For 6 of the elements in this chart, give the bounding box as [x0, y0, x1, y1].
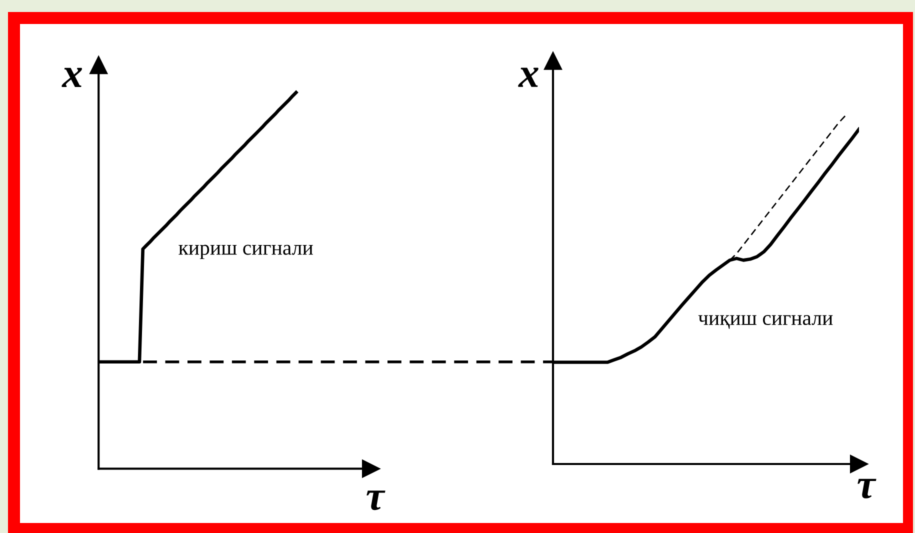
y-axis-title: x [518, 68, 538, 87]
series-label: кириш сигнали [178, 244, 313, 260]
x-axis-title: τ [366, 490, 386, 510]
y-axis-title: x [62, 68, 82, 88]
x-axis-title: τ [858, 478, 876, 498]
series-label: чиқиш сигнали [698, 315, 833, 329]
